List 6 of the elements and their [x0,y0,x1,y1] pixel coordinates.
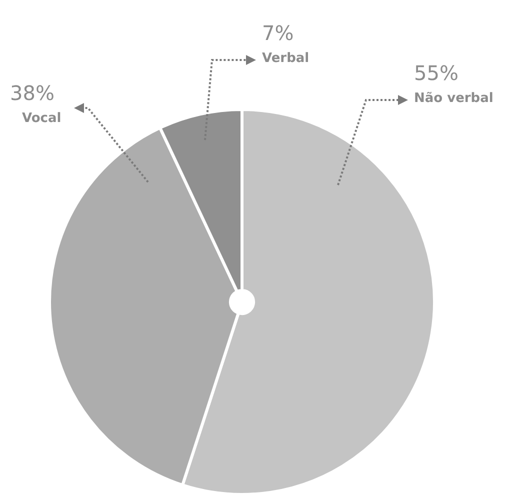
slice-label: Não verbal [414,91,494,106]
slice-label: Vocal [22,111,62,126]
data-label: 38% [10,81,54,105]
data-label: 55% [414,61,458,85]
data-label: 7% [262,21,294,45]
slice-label: Verbal [262,51,310,66]
